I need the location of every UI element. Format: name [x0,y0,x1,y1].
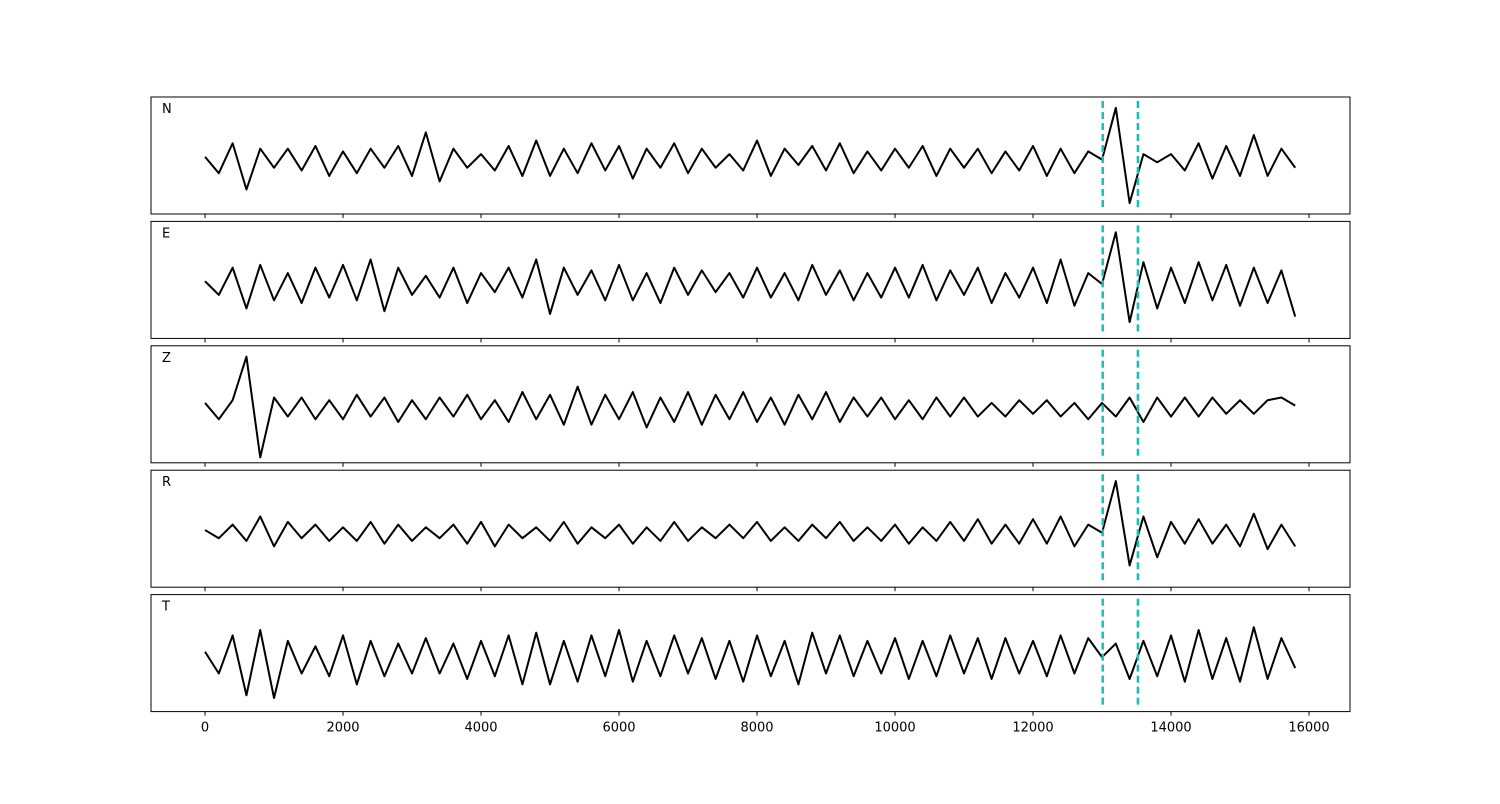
panel-frame [150,345,1351,464]
panel-label: N [162,102,172,117]
panel-frame [150,594,1351,713]
x-tick-label: 0 [201,721,209,736]
waveform [204,231,1297,324]
panel-frame [150,469,1351,588]
waveform [204,480,1297,567]
x-tick-label: 16000 [1288,721,1329,736]
x-tick-label: 10000 [874,721,915,736]
panel-frame [150,96,1351,215]
panel-label: Z [162,351,171,366]
panel-frame [150,220,1351,339]
x-tick-label: 8000 [740,721,773,736]
x-tick-label: 4000 [464,721,497,736]
x-tick-label: 6000 [602,721,635,736]
panel-label: E [162,226,170,241]
waveform [204,626,1297,699]
panel-label: R [162,475,171,490]
panel-label: T [161,600,170,615]
waveform [204,106,1297,205]
x-tick-label: 12000 [1012,721,1053,736]
x-tick-label: 2000 [326,721,359,736]
x-tick-label: 14000 [1150,721,1191,736]
waveform [204,355,1296,459]
